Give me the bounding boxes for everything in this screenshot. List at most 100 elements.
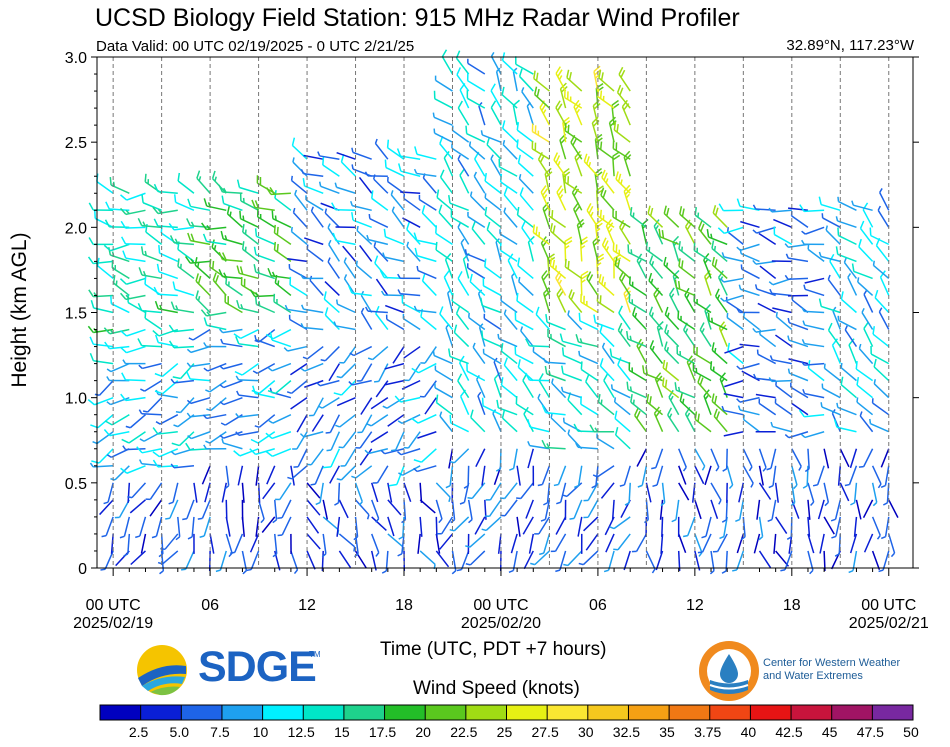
wind-barb <box>522 516 534 535</box>
wind-barb <box>507 253 518 279</box>
wind-barb <box>140 533 147 554</box>
wind-barb <box>817 499 825 520</box>
wind-barb <box>109 176 130 194</box>
wind-barb <box>484 499 502 518</box>
wind-barb <box>105 201 130 212</box>
colorbar-swatch <box>100 705 142 720</box>
wind-barb <box>153 286 178 297</box>
wind-barb <box>290 550 299 575</box>
wind-barb <box>435 482 451 503</box>
wind-barb <box>857 277 874 297</box>
wind-barb <box>634 407 647 433</box>
wind-barb <box>165 499 179 520</box>
wind-barb <box>515 395 534 416</box>
wind-barb <box>300 169 324 177</box>
wind-barb <box>173 414 195 428</box>
wind-barb <box>563 89 583 109</box>
wind-barb <box>542 357 566 365</box>
wind-barb <box>755 393 776 399</box>
wind-barb <box>542 201 551 228</box>
wind-barb <box>833 419 857 433</box>
colorbar-swatch <box>343 705 386 720</box>
wind-barb <box>724 345 744 354</box>
wind-barb <box>186 412 211 418</box>
wind-barb <box>653 406 664 433</box>
wind-barb <box>563 550 583 567</box>
colorbar-tick-label: 10 <box>253 724 269 740</box>
wind-barb <box>500 377 518 399</box>
wind-barb <box>471 221 486 245</box>
wind-barb <box>434 383 453 399</box>
wind-barb <box>212 272 227 296</box>
wind-barb <box>336 363 357 379</box>
wind-barb <box>555 66 567 92</box>
wind-barb <box>435 225 453 245</box>
wind-barb <box>177 172 195 194</box>
wind-barb <box>520 326 534 348</box>
colorbar-swatch <box>547 705 589 720</box>
wind-barb <box>149 499 163 517</box>
wind-barb <box>110 533 114 554</box>
wind-barb <box>880 516 890 540</box>
wind-barb <box>872 260 890 280</box>
wind-barb <box>787 317 809 331</box>
wind-barb <box>527 441 550 450</box>
wind-barb <box>568 289 583 313</box>
wind-barb <box>186 362 211 368</box>
wind-barb <box>127 482 131 503</box>
wind-barb <box>517 359 534 382</box>
wind-barb <box>785 253 809 263</box>
wind-barb <box>473 171 486 194</box>
wind-barb <box>711 240 728 262</box>
wind-barb <box>306 244 324 262</box>
wind-barb <box>723 393 744 399</box>
wind-barb <box>585 533 599 551</box>
wind-barb <box>482 348 502 365</box>
wind-barb <box>417 533 421 554</box>
wind-barb <box>500 295 518 314</box>
wind-barb <box>286 380 308 395</box>
wind-barb <box>694 207 712 228</box>
wind-barb <box>233 448 259 457</box>
wind-barb <box>660 533 664 554</box>
wind-barb <box>758 448 767 472</box>
wind-barb <box>726 465 734 490</box>
wind-barb <box>306 516 320 534</box>
wind-barb <box>493 372 502 398</box>
wind-barb <box>383 228 405 246</box>
wind-barb <box>534 516 551 535</box>
wind-barb <box>351 147 372 160</box>
wind-barb <box>170 301 195 314</box>
wind-barb <box>743 312 760 331</box>
wind-barb <box>142 397 163 413</box>
wind-barb <box>437 516 454 535</box>
wind-barb <box>632 306 647 331</box>
wind-barb <box>600 482 615 499</box>
wind-barb <box>566 69 583 92</box>
wind-barb <box>456 550 470 572</box>
wind-barb <box>490 100 502 126</box>
wind-barb <box>322 499 329 520</box>
wind-barb <box>843 257 858 279</box>
wind-barb <box>631 533 648 553</box>
wind-barb <box>439 169 454 194</box>
wind-barb <box>316 379 340 387</box>
wind-barb <box>373 241 389 262</box>
wind-barb <box>138 267 162 280</box>
wind-barb <box>370 550 377 571</box>
wind-barb <box>644 499 649 524</box>
wind-barb <box>356 225 373 245</box>
wind-barb <box>627 244 647 263</box>
wind-barb <box>203 444 227 450</box>
wind-barb <box>271 210 292 229</box>
wind-barb <box>236 179 259 194</box>
wind-barb <box>704 269 712 296</box>
wind-barb <box>327 257 340 279</box>
wind-barb <box>388 465 405 487</box>
wind-barb <box>503 309 518 331</box>
wind-barb <box>586 203 599 228</box>
wind-barb <box>820 402 841 416</box>
wind-barb <box>241 516 246 537</box>
wind-barb <box>603 550 615 573</box>
